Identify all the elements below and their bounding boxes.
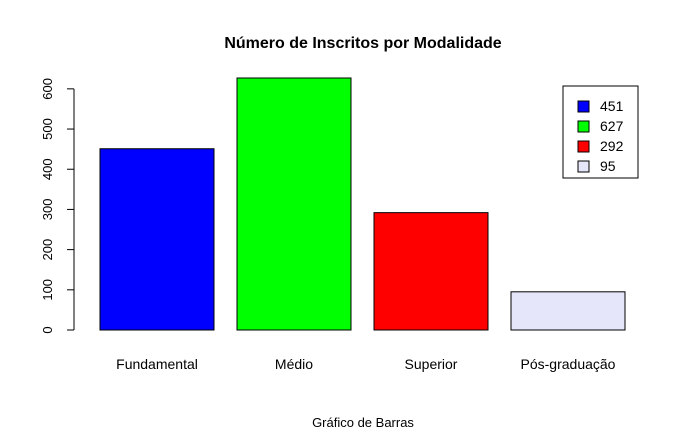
y-tick-label: 100 xyxy=(40,279,55,301)
category-label: Fundamental xyxy=(116,356,198,372)
category-label: Pós-graduação xyxy=(521,356,616,372)
legend-swatch xyxy=(577,120,590,133)
legend-swatch xyxy=(577,160,590,173)
y-tick-label: 300 xyxy=(40,199,55,221)
category-label: Superior xyxy=(405,356,458,372)
bar-fundamental xyxy=(99,148,215,331)
y-tick-label: 0 xyxy=(40,326,55,333)
y-tick-label: 200 xyxy=(40,239,55,261)
y-tick-label: 400 xyxy=(40,158,55,180)
chart-title: Número de Inscritos por Modalidade xyxy=(224,35,501,52)
y-tick-label: 500 xyxy=(40,118,55,140)
x-axis-label: Gráfico de Barras xyxy=(312,415,414,430)
y-tick-label: 600 xyxy=(40,78,55,100)
bar-p-s-gradua-o xyxy=(510,291,626,331)
legend-label: 451 xyxy=(600,98,624,114)
legend-label: 627 xyxy=(600,118,624,134)
bar-m-dio xyxy=(236,77,352,331)
legend-label: 95 xyxy=(600,158,616,174)
bar-superior xyxy=(373,212,489,331)
category-labels: Fundamental Médio Superior Pós-graduação xyxy=(116,356,616,372)
y-axis: 0 100 200 300 400 500 600 xyxy=(40,78,75,334)
legend-box xyxy=(562,85,639,179)
legend-label: 292 xyxy=(600,138,624,154)
legend-swatch xyxy=(577,100,590,113)
bars xyxy=(99,77,626,331)
legend: 451 627 292 95 xyxy=(562,85,639,179)
category-label: Médio xyxy=(275,356,313,372)
legend-swatch xyxy=(577,140,590,153)
